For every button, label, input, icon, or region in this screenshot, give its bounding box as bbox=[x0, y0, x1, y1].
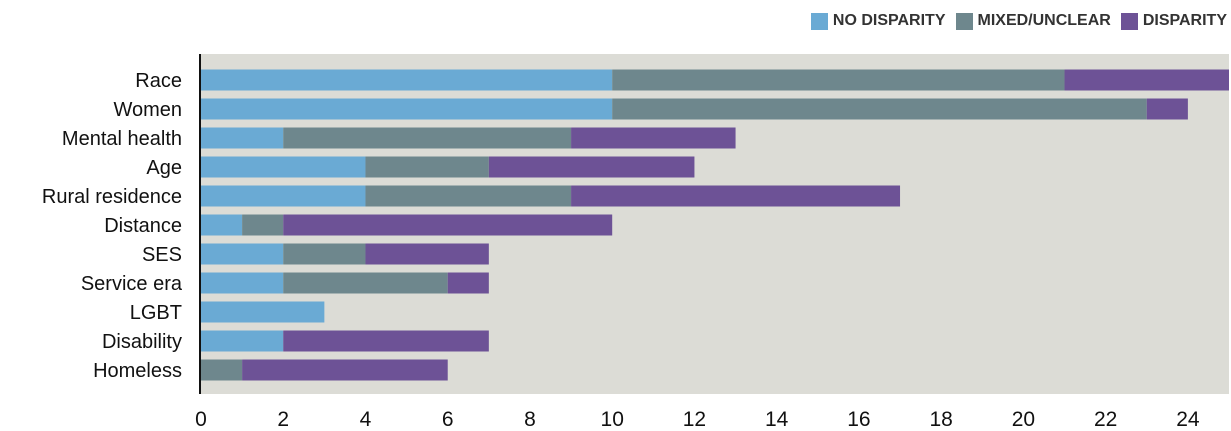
x-tick-label: 14 bbox=[765, 408, 789, 431]
bar-ses-disparity bbox=[365, 243, 489, 265]
bar-distance-mixed-unclear bbox=[242, 214, 284, 236]
bar-race-no-disparity bbox=[201, 69, 613, 91]
bar-mental-health-disparity bbox=[571, 127, 736, 149]
bar-homeless-mixed-unclear bbox=[201, 359, 243, 381]
x-tick-label: 2 bbox=[277, 408, 289, 431]
bar-homeless-disparity bbox=[242, 359, 448, 381]
legend-label-disparity: DISPARITY bbox=[1142, 12, 1227, 29]
legend-swatch-no-disparity bbox=[810, 12, 828, 30]
bar-age-disparity bbox=[488, 156, 695, 178]
x-tick-label: 16 bbox=[847, 408, 870, 431]
bar-rural-residence-mixed-unclear bbox=[365, 185, 572, 207]
category-label: Race bbox=[135, 70, 182, 92]
category-label: Distance bbox=[104, 215, 182, 237]
bar-rural-residence-no-disparity bbox=[201, 185, 366, 207]
legend: NO DISPARITY MIXED/UNCLEAR DISPARITY bbox=[810, 12, 1227, 30]
category-label: Rural residence bbox=[42, 186, 182, 208]
x-tick-label: 0 bbox=[195, 408, 207, 431]
x-tick-label: 6 bbox=[442, 408, 454, 431]
bar-age-mixed-unclear bbox=[365, 156, 489, 178]
x-tick-label: 22 bbox=[1094, 408, 1117, 431]
bar-race-disparity bbox=[1064, 69, 1229, 91]
legend-label-mixed-unclear: MIXED/UNCLEAR bbox=[977, 12, 1111, 29]
category-label: Service era bbox=[81, 273, 183, 295]
x-tick-label: 20 bbox=[1012, 408, 1035, 431]
legend-item-mixed-unclear: MIXED/UNCLEAR bbox=[955, 12, 1111, 30]
bar-distance-no-disparity bbox=[201, 214, 243, 236]
bar-age-no-disparity bbox=[201, 156, 366, 178]
bar-women-disparity bbox=[1146, 98, 1188, 120]
x-tick-label: 10 bbox=[601, 408, 624, 431]
bar-women-no-disparity bbox=[201, 98, 613, 120]
category-label: Women bbox=[113, 99, 182, 121]
bar-service-era-mixed-unclear bbox=[283, 272, 448, 294]
legend-swatch-disparity bbox=[1120, 12, 1138, 30]
category-label: Mental health bbox=[62, 128, 182, 150]
bar-mental-health-no-disparity bbox=[201, 127, 284, 149]
legend-swatch-mixed-unclear bbox=[955, 12, 973, 30]
category-label: SES bbox=[142, 244, 182, 266]
category-label: Homeless bbox=[93, 360, 182, 382]
bar-mental-health-mixed-unclear bbox=[283, 127, 572, 149]
bar-ses-no-disparity bbox=[201, 243, 284, 265]
x-tick-label: 4 bbox=[360, 408, 372, 431]
bar-service-era-disparity bbox=[447, 272, 489, 294]
x-tick-label: 24 bbox=[1176, 408, 1200, 431]
category-label: Disability bbox=[102, 331, 182, 353]
bar-ses-mixed-unclear bbox=[283, 243, 366, 265]
bar-service-era-no-disparity bbox=[201, 272, 284, 294]
x-tick-label: 12 bbox=[683, 408, 706, 431]
bar-lgbt-no-disparity bbox=[201, 301, 325, 323]
x-tick-label: 18 bbox=[929, 408, 952, 431]
category-label: LGBT bbox=[130, 302, 182, 324]
x-tick-label: 8 bbox=[524, 408, 536, 431]
bar-distance-disparity bbox=[283, 214, 613, 236]
bar-women-mixed-unclear bbox=[612, 98, 1147, 120]
category-label: Age bbox=[146, 157, 182, 179]
bar-race-mixed-unclear bbox=[612, 69, 1065, 91]
bar-disability-no-disparity bbox=[201, 330, 284, 352]
legend-item-disparity: DISPARITY bbox=[1120, 12, 1227, 30]
bar-disability-disparity bbox=[283, 330, 489, 352]
legend-item-no-disparity: NO DISPARITY bbox=[810, 12, 946, 30]
legend-label-no-disparity: NO DISPARITY bbox=[832, 12, 946, 29]
bar-rural-residence-disparity bbox=[571, 185, 901, 207]
